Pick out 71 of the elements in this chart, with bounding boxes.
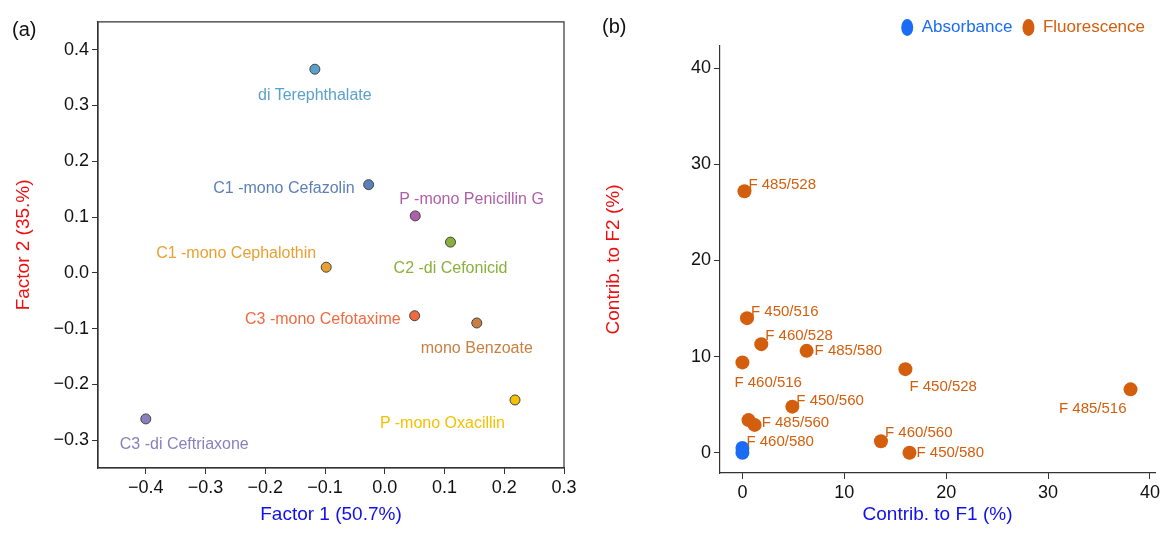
y-axis-title: Factor 2 (35.%): [11, 179, 33, 311]
point: [740, 311, 754, 326]
point: [799, 343, 814, 358]
y-tick-label: 0.4: [63, 38, 89, 59]
point: [509, 394, 521, 406]
y-tick-label: 0.2: [63, 150, 89, 171]
point: [735, 355, 750, 370]
chart-title: (a): [12, 17, 37, 40]
point: [309, 63, 321, 75]
annotation: F 460/516: [734, 372, 802, 390]
annotation: F 485/580: [814, 341, 883, 358]
annotation: F 460/528: [765, 326, 833, 344]
series-label: di Terephthalate: [258, 85, 372, 103]
series-label: C2 -di Cefonicid: [393, 258, 508, 276]
y-tick-label: 0: [700, 441, 711, 462]
annotation: F 485/516: [1058, 399, 1127, 417]
series-label: P -mono Penicillin G: [399, 190, 544, 208]
y-axis-title: Contrib. to F2 (%): [601, 184, 623, 335]
point: [902, 445, 917, 460]
y-tick-label: −0.1: [53, 317, 89, 338]
point: [471, 317, 483, 329]
annotation: F 485/528: [748, 175, 817, 193]
x-tick-label: 0: [737, 481, 748, 502]
x-tick-label: 40: [1139, 481, 1160, 502]
point: [140, 413, 152, 425]
y-tick-label: 30: [690, 153, 711, 174]
y-tick-label: 0.1: [63, 205, 89, 226]
x-tick-label: 10: [834, 481, 855, 502]
annotation: F 485/560: [761, 413, 830, 431]
legend-label: Fluorescence: [1042, 17, 1146, 37]
point: [873, 434, 888, 449]
series-label: C3 -di Ceftriaxone: [119, 435, 249, 453]
x-tick-label: −0.3: [187, 476, 224, 497]
annotation: F 450/580: [916, 442, 985, 460]
point: [409, 310, 421, 322]
point: [747, 417, 762, 432]
x-tick-label: 20: [936, 481, 957, 502]
point: [363, 179, 375, 191]
annotation: F 450/516: [751, 302, 819, 320]
point: [320, 261, 332, 273]
x-tick-label: 0.0: [372, 476, 398, 497]
y-tick-label: −0.2: [53, 373, 89, 394]
x-tick-label: 0.3: [551, 476, 577, 497]
y-tick-label: 0.0: [63, 261, 89, 282]
point: [898, 362, 913, 377]
y-tick-label: −0.3: [53, 429, 89, 450]
series-label: C1 -mono Cephalothin: [156, 243, 317, 261]
x-axis-title: Contrib. to F1 (%): [862, 502, 1013, 524]
x-tick-label: −0.1: [307, 476, 343, 497]
point: [444, 236, 456, 248]
y-tick-label: 10: [690, 345, 711, 366]
series-label: P -mono Oxacillin: [379, 414, 506, 432]
y-tick-label: 20: [690, 249, 711, 270]
series-label: C1 -mono Cefazolin: [213, 179, 355, 197]
x-tick-label: 0.2: [491, 476, 517, 497]
point: [1123, 382, 1138, 397]
x-tick-label: 0.1: [432, 476, 458, 497]
annotation: F 460/560: [884, 423, 953, 441]
annotation: F 460/580: [746, 432, 814, 450]
chart-title: (b): [602, 14, 627, 37]
x-tick-label: −0.2: [247, 476, 284, 497]
series-label: C3 -mono Cefotaxime: [245, 310, 401, 328]
y-tick-label: 40: [690, 57, 711, 78]
annotation: F 450/528: [909, 377, 977, 395]
point: [409, 210, 421, 222]
series-label: mono Benzoate: [420, 339, 533, 357]
y-tick-label: 0.3: [63, 94, 89, 115]
x-tick-label: −0.4: [128, 476, 164, 497]
x-axis-title: Factor 1 (50.7%): [260, 502, 402, 524]
x-tick-label: 30: [1038, 481, 1059, 502]
legend-label: Absorbance: [921, 17, 1013, 37]
